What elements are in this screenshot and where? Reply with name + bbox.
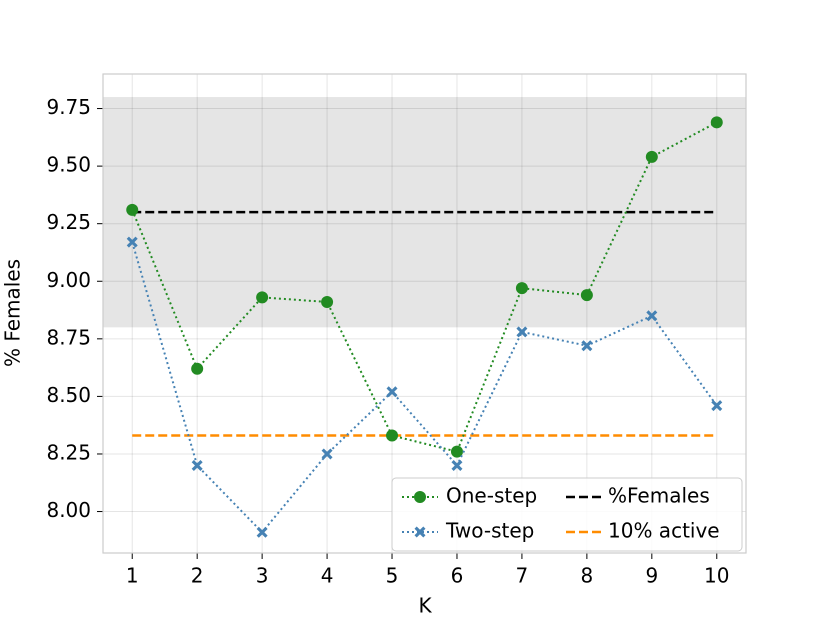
y-tick-label: 8.25 [46,440,91,464]
legend: One-step Two-step %Females 10% active [391,477,743,552]
marker [191,362,204,375]
legend-label: One-step [446,484,537,508]
marker [414,491,426,503]
marker [256,526,268,538]
y-tick-label: 8.50 [46,383,91,407]
x-tick-label: 10 [704,564,729,588]
marker [126,203,139,216]
x-tick-label: 9 [645,564,658,588]
marker [321,295,334,308]
marker [126,236,138,248]
marker [256,291,269,304]
x-tick-label: 7 [516,564,529,588]
y-axis-label: % Females [1,259,25,367]
x-tick-label: 2 [191,564,204,588]
x-tick-label: 5 [386,564,399,588]
marker [191,459,203,471]
marker [515,282,528,295]
legend-box [391,477,743,552]
marker [451,459,463,471]
series-line [131,241,718,534]
x-axis-label: K [418,594,432,618]
x-tick-label: 1 [126,564,139,588]
marker [414,526,426,538]
x-tick-label: 8 [581,564,594,588]
legend-label: %Females [608,484,710,508]
marker [580,289,593,302]
marker [581,340,593,352]
marker [321,448,333,460]
plot-frame [102,73,747,554]
y-tick-label: 9.25 [46,210,91,234]
x-tick-label: 4 [321,564,334,588]
y-tick-label: 8.75 [46,325,91,349]
x-tick-label: 6 [451,564,464,588]
y-tick-label: 9.75 [46,95,91,119]
y-tick-label: 8.00 [46,498,91,522]
marker [386,429,399,442]
y-tick-label: 9.00 [46,268,91,292]
legend-label: Two-step [445,519,534,543]
marker [386,386,398,398]
series-line [131,121,718,453]
marker [645,150,658,163]
marker [516,326,528,338]
marker [711,400,723,412]
marker [450,445,463,458]
y-tick-label: 9.50 [46,153,91,177]
legend-label: 10% active [608,519,720,543]
marker [646,310,658,322]
x-tick-label: 3 [256,564,269,588]
marker [710,116,723,129]
